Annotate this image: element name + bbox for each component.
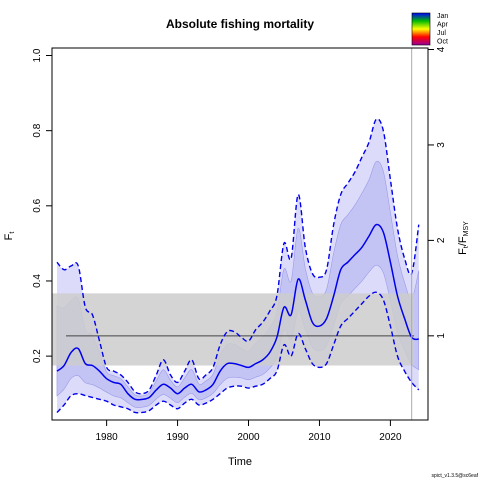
month-legend-label: Apr: [437, 22, 449, 29]
y2-tick-label: 2: [436, 237, 447, 243]
chart-title: Absolute fishing mortality: [166, 17, 314, 31]
y-axis-title: Ft: [3, 232, 16, 241]
x-tick-label: 1990: [166, 432, 189, 443]
y-axis-title-main: F: [3, 233, 15, 240]
lower-ci-line: [56, 291, 420, 414]
y2-axis-title: Ft/FMSY: [457, 221, 470, 255]
month-legend-swatch: [411, 12, 431, 46]
month-legend-label: Jul: [437, 30, 446, 37]
y2-axis-title-sep: /F: [457, 236, 469, 246]
y-tick-label: 1.0: [32, 48, 43, 62]
estimate-line: [56, 223, 419, 401]
y-tick-label: 0.2: [32, 349, 43, 363]
y-tick-label: 0.6: [32, 198, 43, 212]
month-legend-label: Jan: [437, 13, 448, 20]
x-tick-label: 2020: [379, 432, 402, 443]
month-legend-label: Oct: [437, 39, 448, 46]
footnote: spict_v1.3.5@sc6eaf: [432, 473, 479, 479]
y-tick-label: 0.4: [32, 274, 43, 288]
x-tick-label: 2010: [308, 432, 331, 443]
x-tick-label: 1980: [96, 432, 119, 443]
y-axis-title-sub: t: [9, 232, 16, 234]
fmsy-ci-band: [52, 293, 414, 366]
x-axis-title: Time: [228, 456, 252, 468]
y2-tick-label: 1: [436, 333, 447, 339]
upper-ci-line: [56, 118, 420, 395]
y2-tick-label: 4: [436, 46, 447, 52]
y2-axis-title-sub1: t: [463, 246, 470, 248]
y2-axis-title-sub2: MSY: [463, 221, 470, 237]
y2-tick-label: 3: [436, 142, 447, 148]
plot-frame: [51, 47, 429, 421]
y2-axis-title-main: F: [457, 248, 469, 255]
y-tick-label: 0.8: [32, 123, 43, 137]
x-tick-label: 2000: [237, 432, 260, 443]
